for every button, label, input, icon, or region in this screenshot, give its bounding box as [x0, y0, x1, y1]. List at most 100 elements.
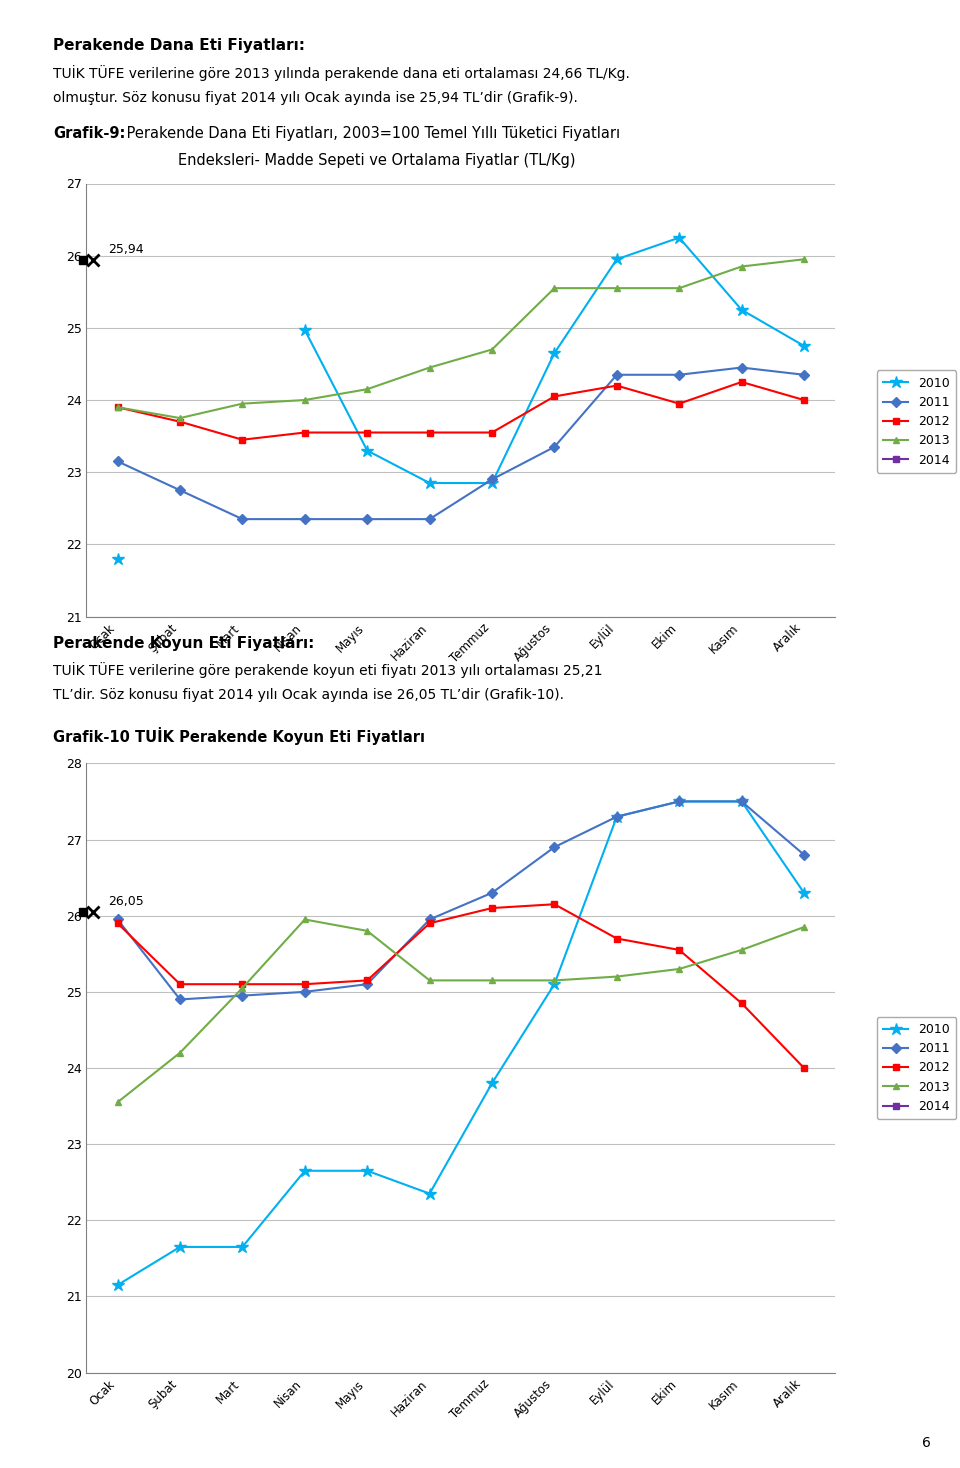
2012: [735, 373, 747, 390]
2010: [300, 321, 311, 339]
2013: [674, 960, 685, 978]
2013: [111, 398, 123, 415]
2011: [424, 910, 436, 928]
2012: [735, 994, 747, 1011]
2010: [674, 793, 685, 810]
Line: 2010: 2010: [111, 796, 810, 1292]
2013: [236, 395, 248, 413]
Text: Endeksleri- Madde Sepeti ve Ortalama Fiyatlar (TL/Kg): Endeksleri- Madde Sepeti ve Ortalama Fiy…: [178, 153, 575, 167]
2013: [735, 258, 747, 276]
2013: [111, 1094, 123, 1111]
2012: [236, 975, 248, 992]
2012: [236, 432, 248, 449]
2012: [300, 424, 311, 442]
2011: [424, 511, 436, 528]
2011: [549, 838, 561, 856]
2011: [236, 986, 248, 1004]
2013: [612, 279, 623, 297]
2011: [175, 482, 186, 499]
Text: 6: 6: [923, 1436, 931, 1450]
2013: [175, 410, 186, 427]
2011: [799, 846, 810, 863]
2012: [549, 388, 561, 405]
2011: [674, 793, 685, 810]
2012: [799, 392, 810, 410]
2010: [549, 345, 561, 363]
2013: [424, 358, 436, 376]
2011: [111, 452, 123, 470]
2010: [236, 1238, 248, 1255]
2013: [799, 251, 810, 269]
Line: 2012: 2012: [114, 379, 807, 443]
Text: 26,05: 26,05: [108, 895, 144, 909]
2011: [362, 511, 373, 528]
Legend: 2010, 2011, 2012, 2013, 2014: 2010, 2011, 2012, 2013, 2014: [877, 370, 956, 473]
2013: [799, 919, 810, 937]
2011: [362, 975, 373, 992]
2012: [799, 1060, 810, 1078]
2013: [549, 972, 561, 989]
Text: olmuştur. Söz konusu fiyat 2014 yılı Ocak ayında ise 25,94 TL’dir (Grafik-9).: olmuştur. Söz konusu fiyat 2014 yılı Oca…: [53, 91, 578, 106]
2010: [486, 1075, 497, 1092]
2010: [674, 229, 685, 247]
2011: [735, 793, 747, 810]
2012: [175, 413, 186, 430]
2010: [362, 442, 373, 459]
2013: [424, 972, 436, 989]
Text: TL’dir. Söz konusu fiyat 2014 yılı Ocak ayında ise 26,05 TL’dir (Grafik-10).: TL’dir. Söz konusu fiyat 2014 yılı Ocak …: [53, 688, 564, 703]
2011: [300, 511, 311, 528]
2011: [612, 807, 623, 825]
2013: [362, 380, 373, 398]
2011: [236, 511, 248, 528]
2013: [674, 279, 685, 297]
2013: [549, 279, 561, 297]
Line: 2011: 2011: [114, 364, 807, 523]
2012: [111, 915, 123, 932]
2010: [799, 884, 810, 901]
2012: [674, 941, 685, 959]
2010: [486, 474, 497, 492]
2011: [549, 437, 561, 455]
2013: [300, 392, 311, 410]
2010: [111, 1276, 123, 1293]
2013: [236, 979, 248, 997]
2010: [424, 1185, 436, 1202]
Line: 2013: 2013: [114, 255, 807, 421]
2011: [111, 910, 123, 928]
2010: [175, 1238, 186, 1255]
2013: [486, 341, 497, 358]
2012: [612, 377, 623, 395]
2012: [175, 975, 186, 992]
2012: [549, 895, 561, 913]
2011: [674, 366, 685, 383]
2010: [424, 474, 436, 492]
2010: [111, 550, 123, 568]
2012: [300, 975, 311, 992]
Text: TUİK TÜFE verilerine göre 2013 yılında perakende dana eti ortalaması 24,66 TL/Kg: TUİK TÜFE verilerine göre 2013 yılında p…: [53, 65, 630, 81]
Text: 25,94: 25,94: [108, 244, 144, 257]
2010: [362, 1163, 373, 1180]
2013: [300, 910, 311, 928]
2011: [175, 991, 186, 1009]
2013: [486, 972, 497, 989]
2010: [612, 251, 623, 269]
2012: [362, 424, 373, 442]
Text: Perakende Dana Eti Fiyatları:: Perakende Dana Eti Fiyatları:: [53, 38, 305, 53]
Text: Grafik-10 TUİK Perakende Koyun Eti Fiyatları: Grafik-10 TUİK Perakende Koyun Eti Fiyat…: [53, 727, 424, 744]
2010: [300, 1163, 311, 1180]
2010: [612, 807, 623, 825]
2013: [175, 1044, 186, 1061]
Line: 2011: 2011: [114, 799, 807, 1003]
2010: [735, 793, 747, 810]
Line: 2013: 2013: [114, 916, 807, 1105]
2010: [799, 338, 810, 355]
Text: Grafik-9:: Grafik-9:: [53, 126, 125, 141]
2011: [735, 358, 747, 376]
2013: [362, 922, 373, 940]
2011: [612, 366, 623, 383]
Text: Perakende Dana Eti Fiyatları, 2003=100 Temel Yıllı Tüketici Fiyatları: Perakende Dana Eti Fiyatları, 2003=100 T…: [122, 126, 620, 141]
2011: [300, 984, 311, 1001]
2012: [111, 398, 123, 415]
2012: [424, 915, 436, 932]
Line: 2012: 2012: [114, 901, 807, 1072]
